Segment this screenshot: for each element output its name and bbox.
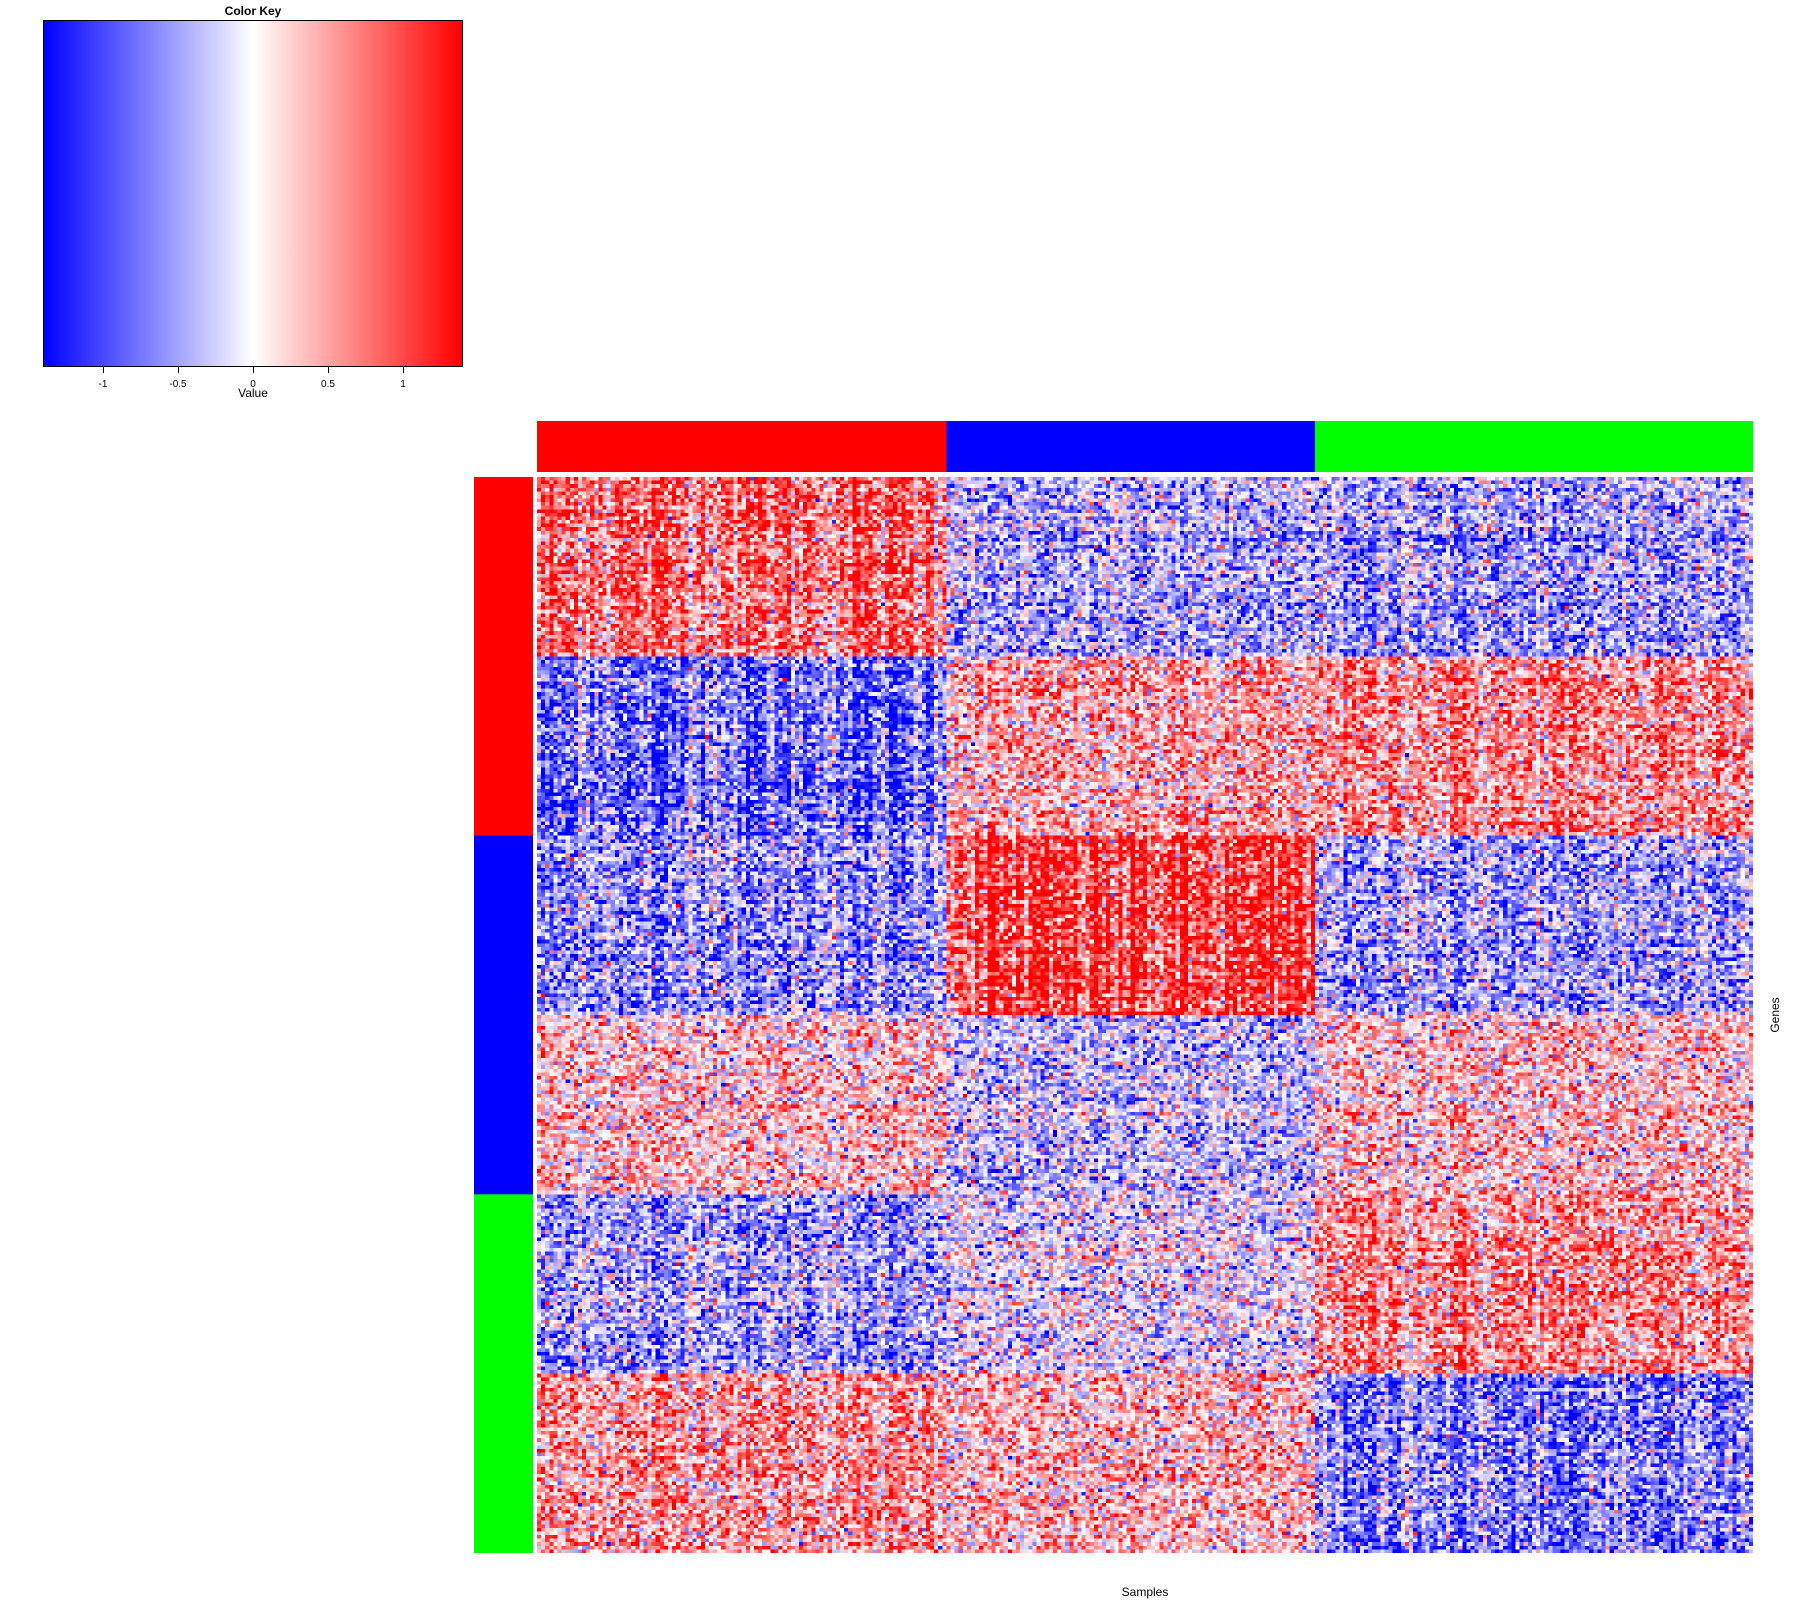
row-group-bar [474,477,533,837]
column-group-bar [537,421,947,472]
row-group-bar [474,835,533,1195]
y-axis-label: Genes [1768,997,1782,1033]
column-group-bar [946,421,1316,472]
column-group-bar [1314,421,1753,472]
color-key-tick [253,367,254,373]
color-key-tick [103,367,104,373]
color-key-tick-label: -0.5 [169,379,187,390]
color-key-tick-label: 0 [250,379,256,390]
column-side-colors [537,421,1753,472]
row-side-colors [474,477,533,1553]
row-group-bar [474,1194,533,1553]
color-key-tick-label: -1 [98,379,108,390]
color-key-gradient [43,20,463,367]
color-key-tick [328,367,329,373]
color-key-axis: -1 -0.5 0 0.5 1 [43,367,463,397]
x-axis-label: Samples [1121,1585,1169,1599]
color-key-tick [403,367,404,373]
color-key-tick-label: 1 [400,379,406,390]
color-key-title: Color Key [224,4,282,18]
color-key-xlabel: Value [238,386,268,400]
color-key-tick [178,367,179,373]
heatmap-cells [537,477,1753,1553]
color-key-tick-label: 0.5 [321,379,335,390]
